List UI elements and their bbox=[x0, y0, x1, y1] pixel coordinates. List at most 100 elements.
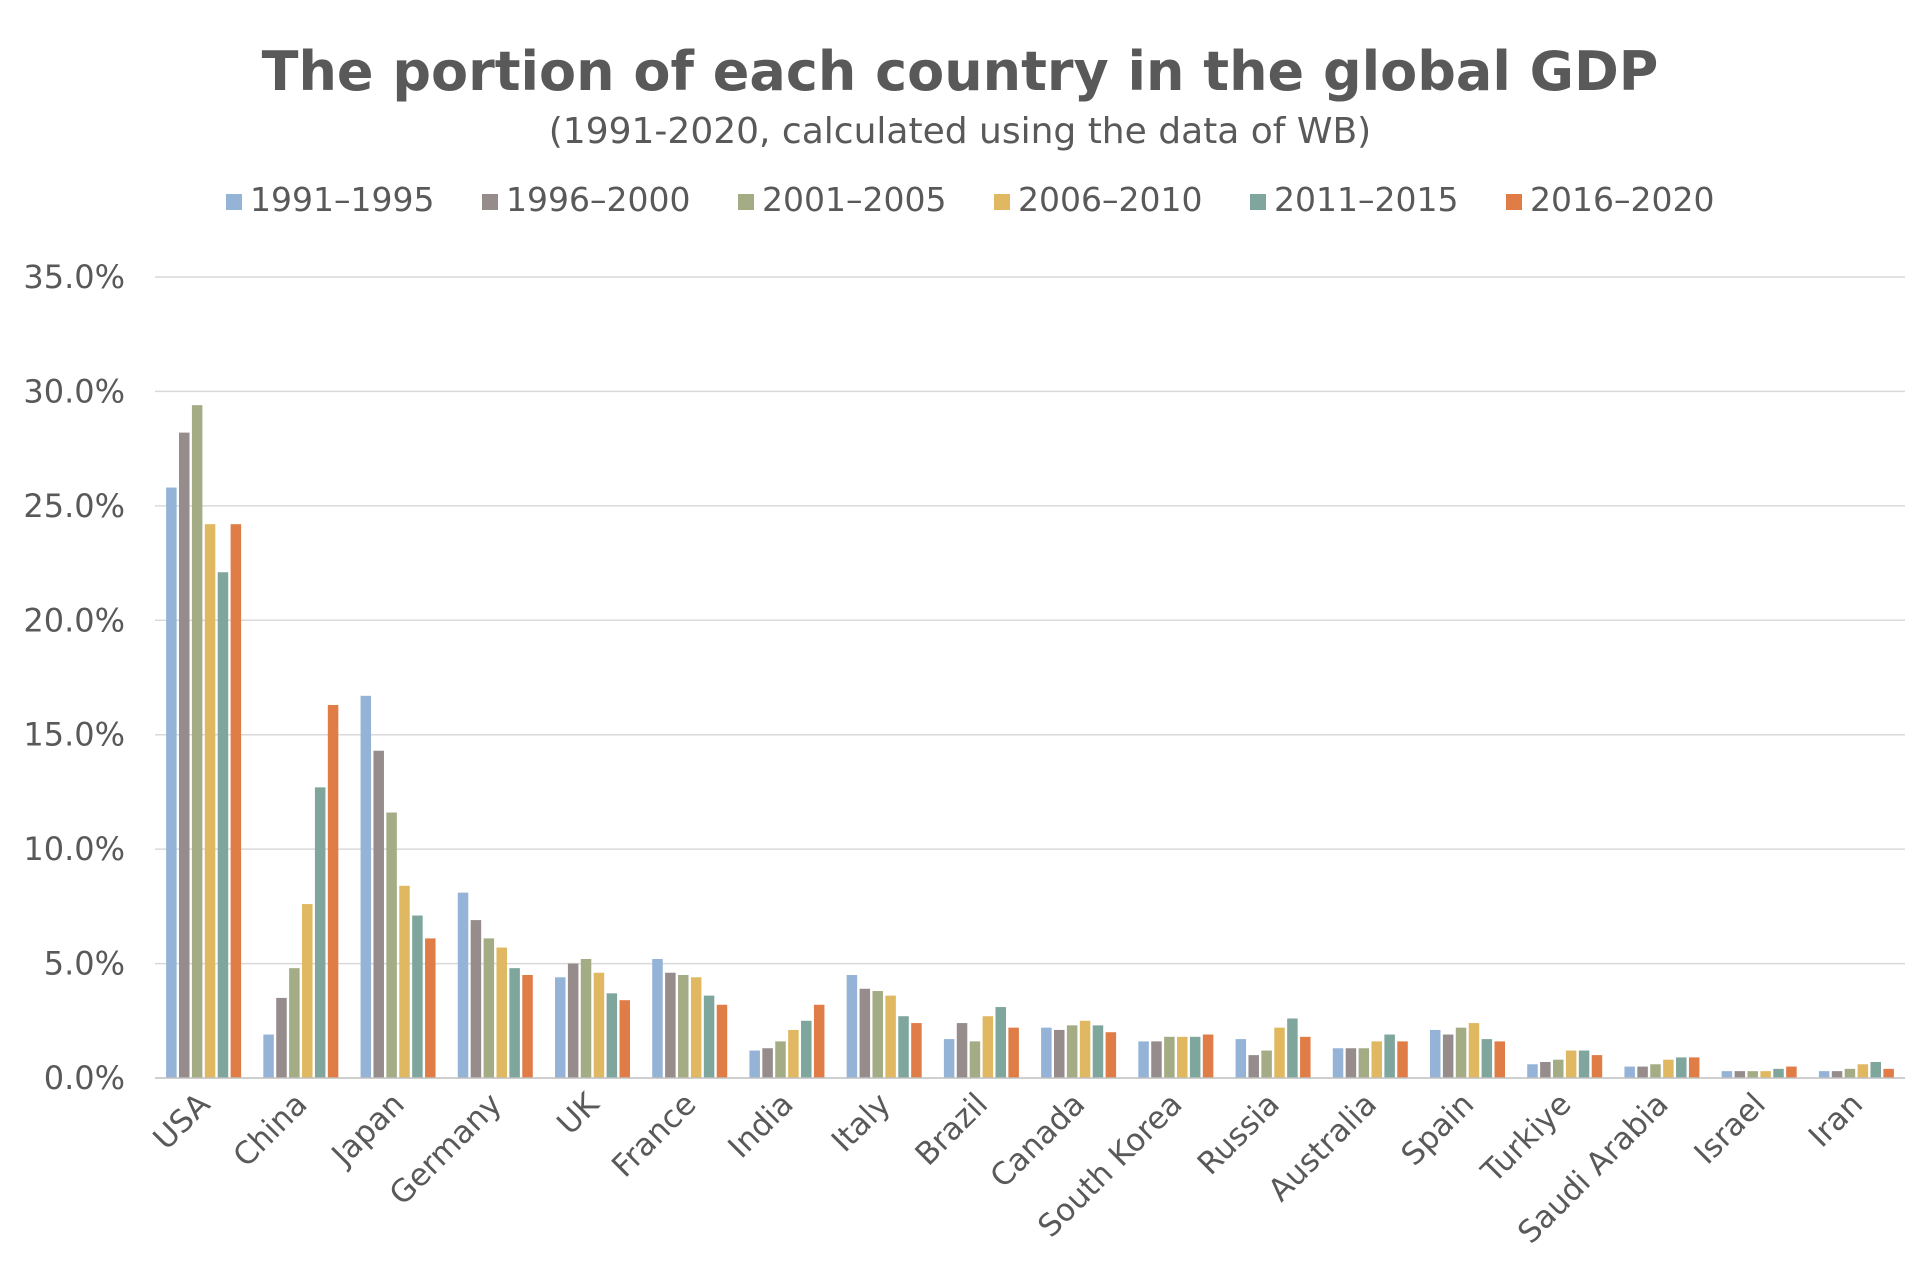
bar-france-2 bbox=[678, 975, 689, 1078]
bar-spain-1 bbox=[1442, 1034, 1454, 1078]
bar-israel-1 bbox=[1734, 1071, 1746, 1078]
bar-south-korea-4 bbox=[1189, 1036, 1201, 1078]
bar-japan-2 bbox=[386, 812, 397, 1078]
x-tick-label-italy: Italy bbox=[825, 1086, 898, 1159]
legend-label-1: 1996–2000 bbox=[506, 180, 690, 219]
legend-label-4: 2011–2015 bbox=[1274, 180, 1458, 219]
legend-swatch-1 bbox=[482, 194, 498, 210]
bar-russia-0 bbox=[1235, 1039, 1247, 1078]
bar-usa-1 bbox=[179, 432, 190, 1078]
bar-group-germany bbox=[457, 892, 533, 1078]
bar-australia-1 bbox=[1345, 1048, 1357, 1078]
bar-australia-2 bbox=[1358, 1048, 1370, 1078]
y-tick-label: 10.0% bbox=[23, 830, 125, 868]
x-tick-label-australia: Australia bbox=[1262, 1086, 1384, 1208]
bar-italy-2 bbox=[872, 991, 883, 1078]
bar-china-3 bbox=[302, 904, 313, 1078]
bar-canada-3 bbox=[1079, 1020, 1091, 1078]
bar-france-4 bbox=[703, 995, 715, 1078]
bar-group-saudi-arabia bbox=[1624, 1057, 1700, 1078]
x-tick-label-uk: UK bbox=[550, 1086, 606, 1142]
legend-swatch-2 bbox=[738, 194, 754, 210]
x-tick-label-brazil: Brazil bbox=[908, 1086, 995, 1173]
bar-group-iran bbox=[1818, 1061, 1894, 1078]
bar-india-0 bbox=[749, 1050, 760, 1078]
bar-iran-2 bbox=[1844, 1068, 1856, 1078]
bar-brazil-0 bbox=[943, 1039, 955, 1078]
bar-russia-5 bbox=[1300, 1036, 1311, 1078]
bar-saudi-arabia-4 bbox=[1676, 1057, 1687, 1078]
y-tick-label: 5.0% bbox=[44, 945, 125, 983]
bar-india-1 bbox=[762, 1048, 773, 1078]
y-tick-label: 25.0% bbox=[23, 487, 125, 525]
x-tick-label-israel: Israel bbox=[1687, 1086, 1772, 1171]
x-tick-label-france: France bbox=[605, 1086, 703, 1184]
bar-germany-4 bbox=[509, 968, 520, 1078]
bar-canada-5 bbox=[1105, 1032, 1117, 1078]
bar-australia-5 bbox=[1397, 1041, 1408, 1078]
x-tick-label-japan: Japan bbox=[324, 1086, 412, 1174]
bars bbox=[166, 405, 1894, 1078]
bar-china-5 bbox=[327, 704, 339, 1078]
bar-japan-0 bbox=[360, 695, 372, 1078]
legend-swatch-0 bbox=[226, 194, 242, 210]
bar-israel-2 bbox=[1747, 1071, 1758, 1078]
bar-italy-0 bbox=[846, 975, 858, 1078]
bar-group-turkiye bbox=[1527, 1050, 1603, 1078]
legend-label-2: 2001–2005 bbox=[762, 180, 946, 219]
bar-spain-3 bbox=[1468, 1023, 1480, 1078]
bar-south-korea-3 bbox=[1177, 1036, 1188, 1078]
bar-china-4 bbox=[314, 787, 326, 1078]
bar-group-india bbox=[749, 1004, 825, 1078]
x-tick-label-india: India bbox=[721, 1086, 800, 1165]
bar-russia-1 bbox=[1248, 1055, 1259, 1078]
bar-canada-4 bbox=[1092, 1025, 1104, 1078]
bar-italy-1 bbox=[859, 988, 871, 1078]
bar-group-south-korea bbox=[1138, 1034, 1214, 1078]
x-tick-label-iran: Iran bbox=[1802, 1086, 1870, 1154]
bar-usa-2 bbox=[191, 405, 203, 1078]
bar-brazil-1 bbox=[956, 1023, 968, 1078]
bar-japan-1 bbox=[373, 750, 384, 1078]
y-axis-ticks: 0.0% 5.0% 10.0% 15.0% 20.0% 25.0% 30.0% 35.0% bbox=[23, 258, 125, 1097]
bar-japan-4 bbox=[412, 915, 423, 1078]
bar-canada-1 bbox=[1054, 1029, 1065, 1078]
bar-group-russia bbox=[1235, 1018, 1311, 1078]
bar-germany-3 bbox=[496, 947, 507, 1078]
bar-south-korea-2 bbox=[1164, 1036, 1175, 1078]
bar-south-korea-0 bbox=[1138, 1041, 1149, 1078]
bar-saudi-arabia-5 bbox=[1688, 1057, 1700, 1078]
bar-turkiye-3 bbox=[1565, 1050, 1577, 1078]
y-tick-label: 20.0% bbox=[23, 601, 125, 639]
bar-uk-5 bbox=[619, 1000, 630, 1078]
bar-south-korea-5 bbox=[1202, 1034, 1214, 1078]
bar-turkiye-5 bbox=[1591, 1055, 1603, 1078]
bar-spain-0 bbox=[1430, 1029, 1441, 1078]
bar-germany-0 bbox=[457, 892, 469, 1078]
bar-china-0 bbox=[263, 1034, 274, 1078]
bar-china-1 bbox=[276, 997, 287, 1078]
bar-group-spain bbox=[1430, 1023, 1505, 1078]
bar-group-uk bbox=[555, 958, 630, 1078]
bar-uk-2 bbox=[580, 958, 592, 1078]
bar-usa-4 bbox=[217, 572, 229, 1078]
bar-saudi-arabia-3 bbox=[1663, 1059, 1674, 1078]
bar-israel-4 bbox=[1773, 1068, 1784, 1078]
bar-brazil-2 bbox=[969, 1041, 981, 1078]
bar-russia-2 bbox=[1261, 1050, 1272, 1078]
bar-india-4 bbox=[801, 1020, 812, 1078]
bar-japan-5 bbox=[425, 938, 436, 1078]
bar-italy-5 bbox=[911, 1023, 922, 1078]
bar-saudi-arabia-2 bbox=[1650, 1064, 1661, 1078]
legend-swatch-4 bbox=[1250, 194, 1266, 210]
bar-usa-0 bbox=[166, 487, 177, 1078]
bar-germany-1 bbox=[470, 920, 482, 1078]
bar-group-japan bbox=[360, 695, 436, 1078]
x-tick-label-spain: Spain bbox=[1394, 1086, 1481, 1173]
bar-germany-5 bbox=[522, 975, 533, 1078]
bar-group-brazil bbox=[943, 1007, 1019, 1078]
bar-brazil-3 bbox=[982, 1016, 994, 1078]
bar-australia-3 bbox=[1371, 1041, 1382, 1078]
